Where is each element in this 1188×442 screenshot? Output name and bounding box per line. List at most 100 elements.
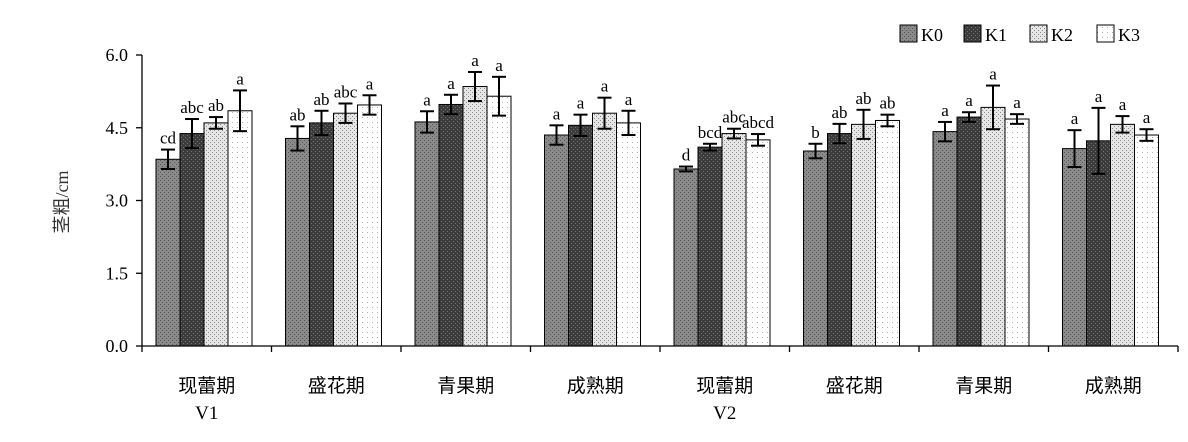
sig-label-k2-0: ab: [208, 96, 224, 115]
bar-k1-4: [697, 146, 723, 347]
bar-k2-0: [203, 122, 229, 347]
legend-label-k3: K3: [1118, 25, 1140, 45]
error-bar-k1-3: [573, 113, 588, 137]
error-bar-k0-4: [679, 165, 693, 173]
bar-k1-0: [179, 133, 205, 347]
x-category-label-0: 现蕾期: [178, 375, 235, 397]
y-tick-label-3: 4.5: [106, 118, 129, 138]
bar-k2-5: [851, 123, 876, 347]
error-bar-k3-5: [880, 113, 895, 128]
bar-k3-0: [227, 110, 253, 347]
error-bar-k2-4: [727, 127, 741, 140]
x-category-label-1: 盛花期: [308, 375, 365, 397]
bar-k0-6: [932, 131, 958, 347]
sig-label-k3-2: a: [495, 56, 503, 75]
error-bar-k1-2: [444, 93, 458, 116]
sig-label-k1-0: abc: [180, 98, 204, 117]
y-tick-label-4: 6.0: [106, 45, 129, 65]
bar-k3-6: [1004, 118, 1030, 347]
sig-label-k3-0: a: [236, 69, 244, 88]
y-tick-label-1: 1.5: [106, 263, 129, 283]
sig-label-k2-3: a: [601, 77, 609, 96]
legend-label-k0: K0: [921, 25, 943, 45]
sig-label-k0-4: d: [682, 146, 691, 165]
error-bar-k2-3: [597, 96, 612, 130]
sig-label-k0-7: a: [1071, 109, 1079, 128]
bar-k2-4: [721, 133, 747, 347]
legend: K0 K1 K2 K3: [899, 24, 1140, 45]
bar-k0-2: [414, 121, 440, 347]
x-category-label-3: 成熟期: [567, 375, 624, 397]
x-category-label-6: 青果期: [955, 375, 1012, 397]
group-label-0: V1: [195, 403, 218, 424]
error-bar-k3-4: [751, 133, 765, 147]
sig-label-k1-3: a: [577, 94, 585, 113]
bar-k2-6: [980, 106, 1006, 347]
error-bar-k0-1: [290, 125, 305, 152]
bar-k3-5: [875, 119, 900, 347]
bar-k1-5: [827, 133, 852, 347]
error-bar-k3-7: [1139, 128, 1154, 142]
bar-k3-2: [486, 95, 512, 347]
error-bar-k3-2: [492, 75, 506, 117]
error-bar-k0-2: [420, 110, 434, 134]
bar-k2-7: [1110, 123, 1135, 347]
sig-label-k1-5: ab: [831, 103, 847, 122]
error-bar-k1-4: [703, 142, 717, 152]
sig-label-k2-7: a: [1119, 95, 1127, 114]
bar-k0-1: [285, 137, 310, 347]
error-bar-k3-3: [621, 109, 636, 137]
error-bar-k0-6: [938, 120, 952, 143]
bar-k3-3: [616, 122, 641, 347]
legend-swatch-k3: [1096, 24, 1115, 43]
bar-k1-3: [568, 124, 593, 347]
error-bar-k0-0: [161, 148, 175, 170]
sig-label-k0-6: a: [941, 101, 949, 120]
bar-k3-7: [1134, 134, 1159, 347]
sig-label-k0-1: ab: [289, 105, 305, 124]
error-bar-k2-1: [338, 102, 353, 124]
error-bar-k2-0: [209, 116, 223, 130]
sig-label-k3-7: a: [1143, 108, 1151, 127]
legend-label-k2: K2: [1051, 25, 1073, 45]
bar-k2-2: [462, 86, 488, 347]
error-bar-k0-3: [549, 124, 564, 146]
bar-k0-5: [803, 150, 828, 347]
bar-k2-3: [592, 112, 617, 347]
sig-label-k2-5: ab: [855, 89, 871, 108]
sig-label-k3-5: ab: [879, 94, 895, 113]
error-bar-k1-7: [1091, 106, 1106, 175]
error-bar-k3-6: [1010, 113, 1024, 125]
sig-label-k3-1: a: [366, 74, 374, 93]
error-bar-k2-5: [856, 108, 871, 140]
y-tick-label-0: 0.0: [106, 336, 129, 356]
sig-label-k1-7: a: [1095, 87, 1103, 106]
y-axis-label: 茎粗/cm: [52, 171, 72, 234]
sig-label-k0-0: cd: [160, 129, 177, 148]
error-bar-k2-2: [468, 70, 482, 103]
sig-label-k1-2: a: [447, 74, 455, 93]
group-label-1: V2: [713, 403, 736, 424]
sig-label-k1-6: a: [965, 91, 973, 110]
error-bar-k2-6: [986, 84, 1000, 131]
error-bar-k1-6: [962, 111, 976, 123]
sig-label-k0-5: b: [811, 123, 820, 142]
y-tick-label-2: 3.0: [106, 191, 129, 211]
bar-k3-1: [357, 104, 382, 347]
error-bar-k1-0: [185, 118, 199, 150]
sig-label-k3-6: a: [1013, 93, 1021, 112]
x-category-label-2: 青果期: [437, 375, 494, 397]
bar-k3-4: [745, 139, 771, 347]
bar-k2-1: [333, 112, 358, 347]
sig-label-k2-2: a: [471, 51, 479, 70]
sig-label-k0-3: a: [553, 104, 561, 123]
legend-swatch-k0: [899, 24, 918, 43]
bar-k1-7: [1086, 140, 1111, 347]
bar-k1-1: [309, 122, 334, 347]
bar-k1-6: [956, 116, 982, 347]
sig-label-k2-6: a: [989, 65, 997, 84]
bar-k0-3: [544, 134, 569, 347]
